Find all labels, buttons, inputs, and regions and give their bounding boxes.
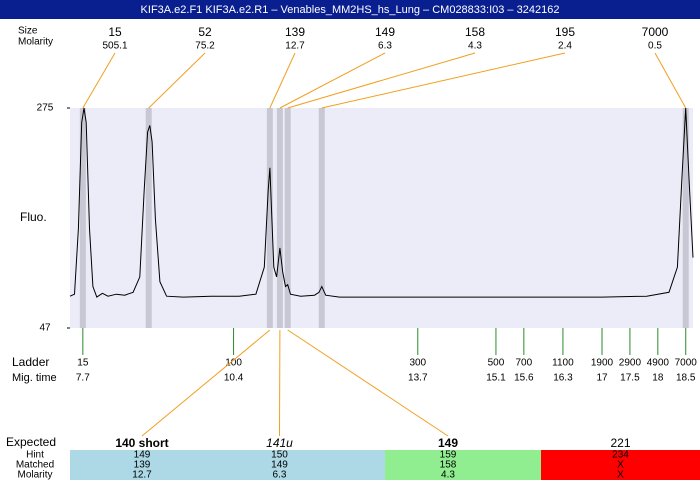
peak-molarity: 75.2 (195, 41, 215, 52)
y-tick-label: 275 (37, 103, 54, 114)
ladder-size: 100 (225, 358, 242, 369)
ladder-time: 17 (596, 373, 608, 384)
match-connector (141, 329, 271, 437)
peak-connector (279, 52, 386, 109)
hint-row-label: Hint (26, 450, 44, 461)
matched: 149 (271, 460, 288, 471)
plot-area (70, 108, 693, 328)
title-bar (0, 0, 700, 19)
y-axis-label: Fluo. (20, 210, 47, 224)
size-row-label: Size (18, 26, 38, 37)
peak-connector (321, 52, 566, 109)
title: KIF3A.e2.F1 KIF3A.e2.R1 – Venables_MM2HS… (141, 4, 560, 16)
ladder-size: 15 (77, 358, 89, 369)
peak-band (284, 108, 291, 328)
peak-molarity: 505.1 (102, 41, 127, 52)
molarity-row-label: Molarity (18, 37, 53, 48)
expected-size: 149 (438, 436, 458, 450)
table-band (230, 450, 385, 480)
ladder-time: 15.6 (514, 373, 534, 384)
peak-connector (654, 52, 687, 109)
molarity: 4.3 (441, 470, 455, 480)
y-tick-label: 47 (39, 323, 51, 334)
ladder-size: 700 (516, 358, 533, 369)
trace (69, 107, 694, 298)
peak-size: 139 (285, 25, 305, 39)
peak-molarity: 6.3 (378, 41, 392, 52)
hint: 149 (134, 450, 151, 461)
expected-row-label: Expected (6, 435, 56, 449)
hint: 159 (440, 450, 457, 461)
ladder-size: 4900 (647, 358, 670, 369)
ladder-time: 15.1 (486, 373, 506, 384)
table-band (385, 450, 541, 480)
peak-size: 52 (198, 25, 212, 39)
matched: 158 (440, 460, 457, 471)
peak-band (682, 108, 689, 328)
peak-size: 158 (465, 25, 485, 39)
ladder-label: Ladder (12, 355, 49, 369)
ladder-time: 18.5 (676, 373, 696, 384)
matched-row-label: Matched (16, 460, 54, 471)
peak-size: 15 (108, 25, 122, 39)
hint: 150 (271, 450, 288, 461)
expected-size: 221 (610, 436, 630, 450)
peak-band (145, 108, 152, 328)
molarity: 6.3 (273, 470, 287, 480)
ladder-time: 13.7 (408, 373, 428, 384)
expected-size: 140 short (115, 436, 168, 450)
match-connector (287, 329, 449, 437)
peak-band (318, 108, 325, 328)
molarity-row-label: Molarity (17, 470, 52, 480)
matched: 139 (134, 460, 151, 471)
ladder-time: 18 (652, 373, 664, 384)
peak-connector (148, 52, 206, 109)
ladder-time: 10.4 (224, 373, 244, 384)
molarity: X (617, 470, 624, 480)
ladder-size: 1900 (591, 358, 614, 369)
ladder-time: 16.3 (553, 373, 573, 384)
hint: 234 (612, 450, 629, 461)
matched: X (617, 460, 624, 471)
table-band (70, 450, 230, 480)
ladder-size: 1100 (552, 358, 574, 369)
molarity: 12.7 (132, 470, 152, 480)
ladder-size: 300 (409, 358, 426, 369)
table-band (541, 450, 700, 480)
peak-connector (269, 52, 296, 109)
peak-size: 195 (555, 25, 575, 39)
peak-molarity: 2.4 (558, 41, 572, 52)
peak-size: 149 (375, 25, 395, 39)
peak-molarity: 0.5 (648, 41, 662, 52)
peak-molarity: 4.3 (468, 41, 482, 52)
peak-connector (287, 52, 476, 109)
expected-size: 141u (266, 436, 293, 450)
mig-time-label: Mig. time (12, 372, 57, 384)
ladder-time: 7.7 (76, 373, 90, 384)
peak-band (79, 108, 86, 328)
peak-band (276, 108, 283, 328)
ladder-size: 7000 (675, 358, 698, 369)
peak-size: 7000 (642, 25, 669, 39)
ladder-time: 17.5 (620, 373, 640, 384)
peak-band (266, 108, 273, 328)
peak-molarity: 12.7 (285, 41, 305, 52)
peak-connector (82, 52, 116, 109)
ladder-size: 2900 (619, 358, 642, 369)
ladder-size: 500 (488, 358, 505, 369)
